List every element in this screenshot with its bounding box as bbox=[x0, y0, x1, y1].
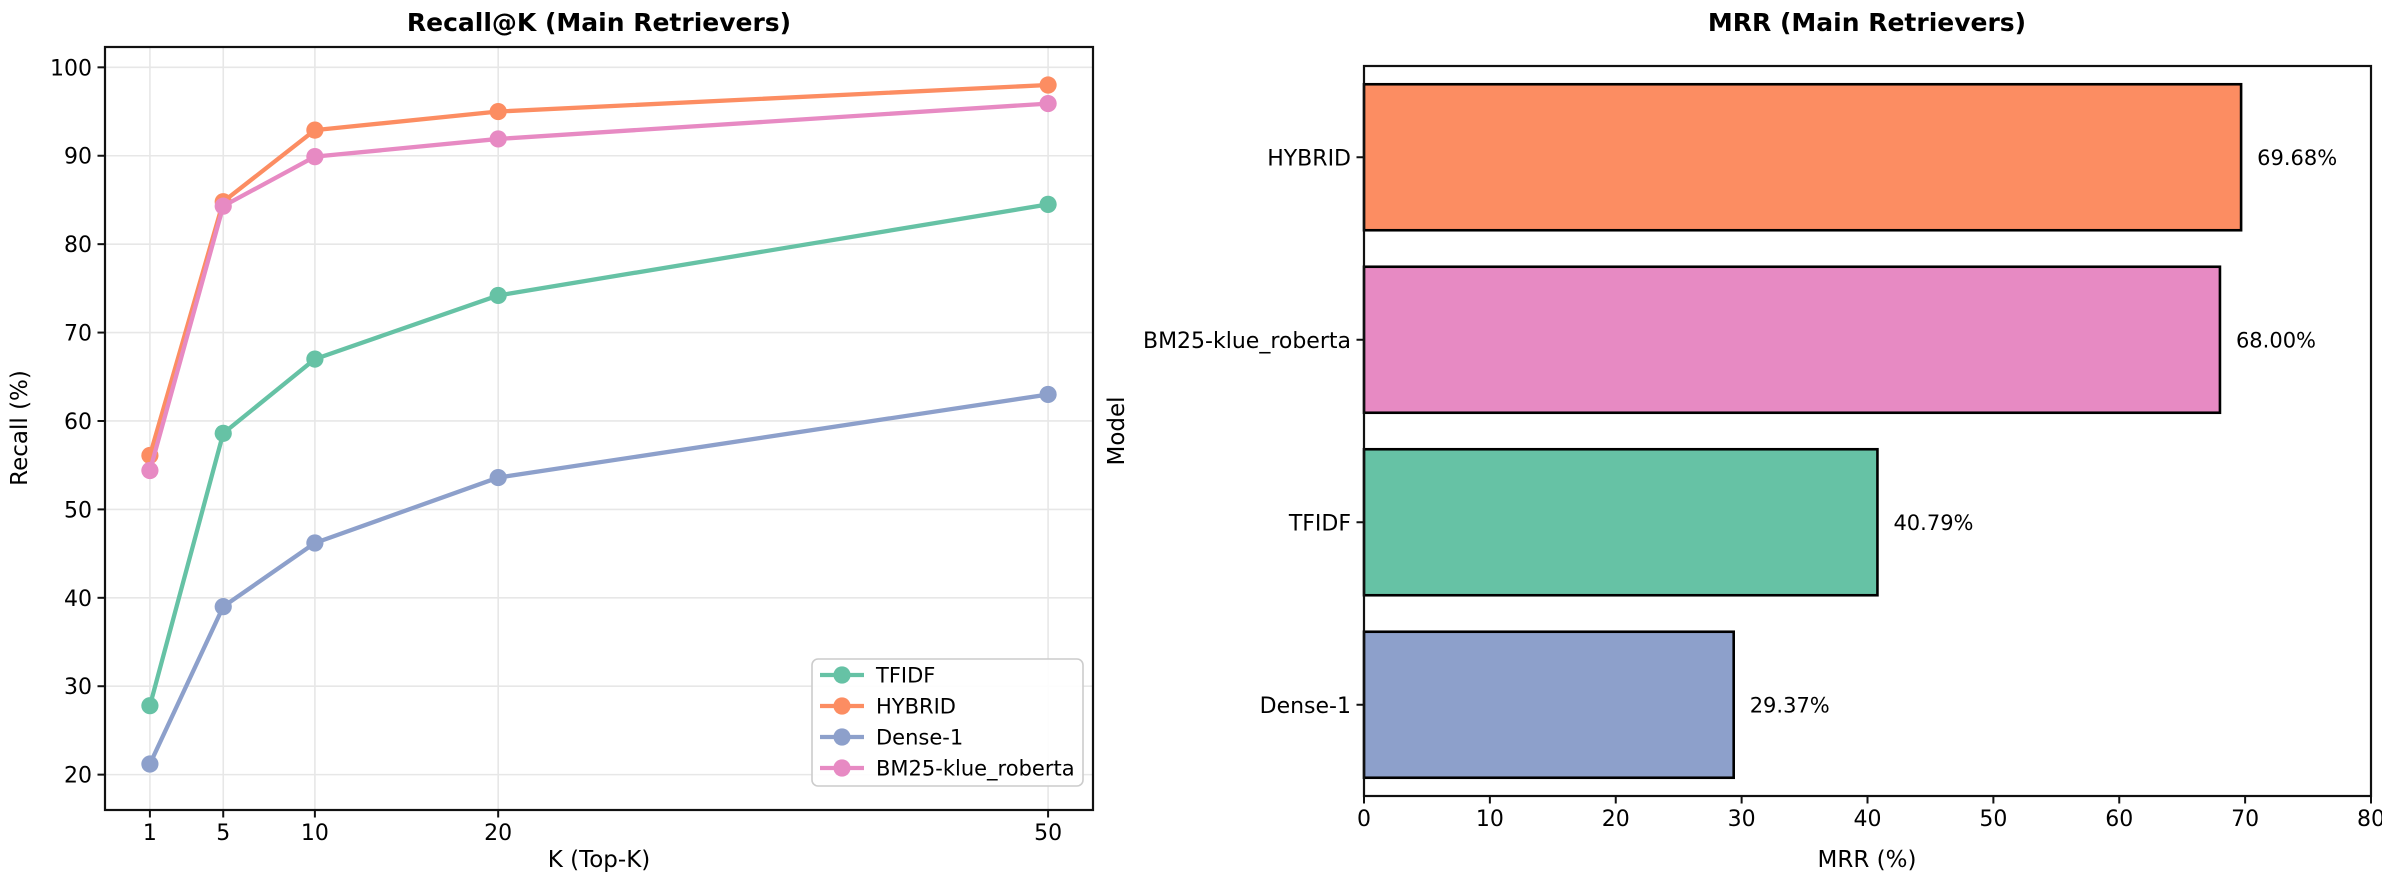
x-tick-label: 60 bbox=[2105, 807, 2133, 832]
plot-frame bbox=[103, 45, 1095, 812]
legend-label-TFIDF: TFIDF bbox=[875, 664, 935, 688]
x-tick-label: 30 bbox=[1728, 807, 1756, 832]
data-point-BM25-klue_roberta bbox=[489, 130, 507, 148]
x-tick-label: 1 bbox=[143, 821, 157, 846]
y-tick-label: 20 bbox=[64, 764, 92, 789]
data-point-BM25-klue_roberta bbox=[141, 461, 159, 480]
category-label-BM25-klue_roberta: BM25-klue_roberta bbox=[1143, 329, 1351, 354]
category-label-Dense-1: Dense-1 bbox=[1260, 694, 1351, 719]
right-chart-title: MRR (Main Retrievers) bbox=[1708, 8, 2026, 37]
data-point-TFIDF bbox=[306, 350, 324, 368]
y-tick-label: 40 bbox=[64, 587, 92, 612]
data-point-Dense-1 bbox=[141, 755, 159, 773]
x-tick-label: 10 bbox=[301, 821, 329, 846]
legend-label-HYBRID: HYBRID bbox=[876, 695, 956, 719]
data-point-Dense-1 bbox=[489, 468, 507, 487]
y-tick-label: 80 bbox=[64, 233, 92, 258]
data-point-TFIDF bbox=[141, 697, 159, 715]
y-tick-label: 90 bbox=[64, 145, 92, 170]
right-y-axis-label: Model bbox=[1104, 396, 1130, 465]
x-tick-label: 70 bbox=[2231, 807, 2259, 832]
data-point-Dense-1 bbox=[1039, 385, 1057, 404]
legend-label-BM25-klue_roberta: BM25-klue_roberta bbox=[876, 757, 1075, 782]
x-tick-label: 5 bbox=[216, 821, 230, 846]
data-point-HYBRID bbox=[489, 102, 507, 121]
bar-value-label-TFIDF: 40.79% bbox=[1893, 511, 1973, 535]
category-label-TFIDF: TFIDF bbox=[1288, 511, 1351, 536]
y-tick-label: 50 bbox=[64, 498, 92, 523]
bar-TFIDF bbox=[1362, 447, 1879, 597]
bar-HYBRID bbox=[1362, 82, 2243, 232]
x-tick-label: 20 bbox=[484, 821, 512, 846]
legend-box bbox=[811, 658, 1084, 787]
legend-marker-Dense-1 bbox=[833, 728, 851, 746]
mrr-bar-chart: HYBRID 69.68% BM25-klue_roberta 68.00% TFIDF… bbox=[1143, 64, 2382, 832]
x-tick-label: 40 bbox=[1854, 807, 1882, 832]
legend-marker-HYBRID bbox=[833, 697, 851, 715]
y-tick-label: 60 bbox=[64, 410, 92, 435]
data-point-Dense-1 bbox=[306, 534, 324, 552]
x-tick-label: 10 bbox=[1476, 807, 1504, 832]
left-x-axis-label: K (Top-K) bbox=[548, 847, 651, 873]
bar-value-label-BM25-klue_roberta: 68.00% bbox=[2236, 328, 2316, 352]
data-point-BM25-klue_roberta bbox=[1039, 94, 1057, 113]
data-point-HYBRID bbox=[306, 121, 324, 139]
bar-Dense-1 bbox=[1362, 630, 1735, 780]
category-label-HYBRID: HYBRID bbox=[1267, 146, 1351, 171]
recall-line-chart: 1 5 10 20 50 20 30 40 50 60 70 80 90 100 TFIDF HYBRID De… bbox=[50, 45, 1095, 846]
x-tick-label: 50 bbox=[1979, 807, 2007, 832]
y-tick-label: 70 bbox=[64, 322, 92, 347]
data-point-TFIDF bbox=[489, 286, 507, 305]
data-point-BM25-klue_roberta bbox=[306, 148, 324, 166]
x-tick-label: 0 bbox=[1357, 807, 1371, 832]
data-point-TFIDF bbox=[1039, 195, 1057, 213]
y-tick-label: 30 bbox=[64, 675, 92, 700]
left-chart-title: Recall@K (Main Retrievers) bbox=[407, 8, 791, 37]
bar-value-label-HYBRID: 69.68% bbox=[2257, 146, 2337, 170]
x-tick-label: 50 bbox=[1034, 821, 1062, 846]
x-tick-label: 20 bbox=[1602, 807, 1630, 832]
left-y-axis-label: Recall (%) bbox=[7, 370, 33, 486]
legend-marker-TFIDF bbox=[833, 666, 851, 684]
bar-value-label-Dense-1: 29.37% bbox=[1750, 693, 1830, 717]
x-tick-label: 80 bbox=[2357, 807, 2382, 832]
legend-marker-BM25-klue_roberta bbox=[833, 759, 851, 777]
y-tick-label: 100 bbox=[50, 56, 92, 81]
legend-label-Dense-1: Dense-1 bbox=[876, 726, 963, 750]
data-point-TFIDF bbox=[214, 424, 232, 442]
data-point-HYBRID bbox=[1039, 76, 1057, 94]
right-x-axis-label: MRR (%) bbox=[1818, 847, 1917, 873]
data-point-Dense-1 bbox=[214, 598, 232, 616]
bar-BM25-klue_roberta bbox=[1362, 265, 2222, 415]
data-point-BM25-klue_roberta bbox=[214, 197, 232, 215]
